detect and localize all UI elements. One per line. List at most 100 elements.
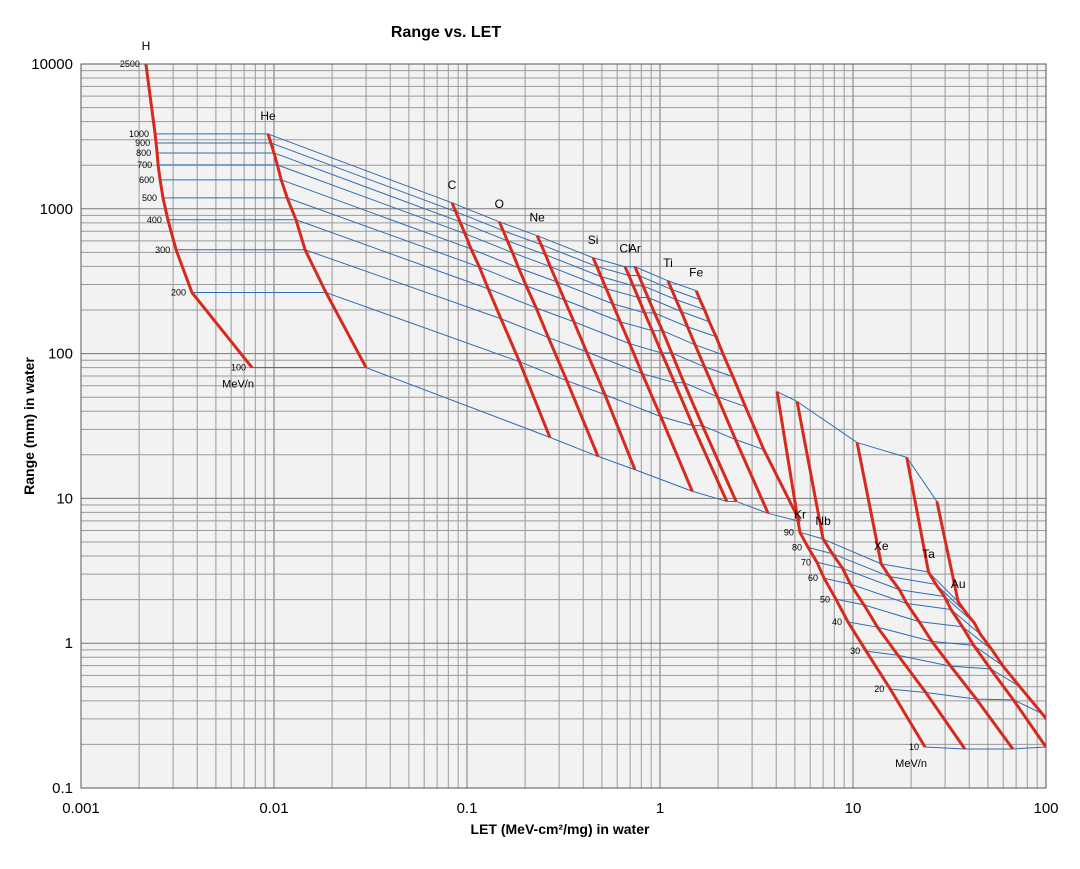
iso-energy-segment: [735, 439, 764, 451]
iso-energy-segment: [535, 307, 575, 323]
ion-curves: [144, 64, 1046, 750]
labels: 0.001 0.01 0.1 1 10 100 0.1 1 10 100 1000 10000 H He C…: [31, 39, 1058, 817]
iso-energy-segment: [647, 297, 682, 313]
iso-energy-segment: [586, 351, 643, 375]
ion-label: Ti: [663, 256, 673, 270]
energy-label: 600: [139, 175, 154, 185]
iso-energy-segment: [717, 396, 746, 408]
iso-energy-segment: [847, 621, 878, 628]
iso-energy-segment: [519, 361, 568, 382]
iso-energy-segment: [597, 455, 636, 471]
ion-label: C: [448, 178, 457, 192]
ion-label: Ne: [530, 211, 546, 225]
ion-curve: [633, 266, 738, 503]
iso-energy-segment: [799, 531, 824, 540]
iso-energy-segment: [273, 152, 461, 223]
energy-label: 50: [820, 594, 830, 604]
iso-energy-segment: [470, 248, 519, 269]
iso-energy-segment: [681, 311, 710, 323]
iso-energy-segment: [660, 416, 693, 427]
iso-energy-segment: [1013, 699, 1043, 714]
iso-energy-segment: [796, 401, 858, 443]
iso-energy-segment: [950, 665, 991, 670]
iso-energy-segment: [564, 299, 621, 323]
iso-energy-segment: [906, 457, 938, 502]
ion-curve: [855, 442, 1015, 750]
iso-energy-segment: [890, 688, 926, 693]
iso-energy-segment: [1045, 746, 1046, 748]
x-tick-label: 0.01: [259, 800, 288, 817]
iso-energy-segment: [536, 235, 594, 259]
energy-label: 70: [801, 557, 811, 567]
energy-label: 1000: [129, 129, 149, 139]
ion-label: Ta: [922, 547, 935, 561]
iso-energy-segment: [990, 668, 1020, 687]
ion-curve: [775, 391, 927, 748]
iso-energy-segment: [899, 589, 945, 598]
iso-energy-segment: [925, 691, 977, 700]
ion-curve: [266, 133, 368, 369]
iso-energy-segment: [842, 567, 900, 591]
energy-label: 20: [874, 684, 884, 694]
iso-energy-segment: [451, 202, 500, 223]
iso-energy-segment: [455, 211, 504, 232]
ion-curve: [935, 501, 1046, 722]
iso-energy-segment: [604, 394, 662, 418]
iso-energy-segment: [550, 266, 607, 290]
iso-energy-segment: [612, 303, 645, 314]
ion-label: Au: [951, 577, 966, 591]
y-tick-label: 100: [48, 346, 73, 363]
iso-energy-segment: [638, 275, 672, 290]
iso-energy-segment: [304, 249, 502, 320]
iso-energy-segment: [654, 312, 688, 328]
iso-energy-segment: [503, 230, 542, 246]
iso-energy-segment: [735, 500, 769, 514]
iso-energy-segment: [866, 650, 899, 656]
iso-energy-segment: [281, 179, 472, 250]
iso-energy-segment: [545, 254, 602, 278]
iso-energy-segment: [832, 553, 890, 578]
iso-energy-segment: [692, 490, 727, 502]
energy-label: 10: [909, 742, 919, 752]
energy-unit-label: MeV/n: [222, 379, 254, 391]
iso-energy-segment: [924, 746, 965, 750]
iso-energy-segment: [906, 603, 952, 610]
y-tick-label: 1: [65, 635, 73, 652]
iso-energy-segment: [816, 561, 843, 569]
iso-energy-segment: [702, 425, 736, 440]
iso-energy-segment: [540, 244, 598, 268]
iso-energy-segment: [687, 326, 717, 338]
iso-energy-segment: [767, 512, 801, 522]
iso-energy-segment: [928, 571, 959, 603]
energy-label: 40: [832, 617, 842, 627]
iso-energy-segment: [566, 380, 606, 396]
ion-label: H: [142, 39, 151, 53]
iso-energy-segment: [325, 292, 520, 363]
iso-energy-segment: [807, 546, 833, 555]
y-tick-label: 10000: [31, 56, 73, 73]
energy-label: 30: [850, 646, 860, 656]
iso-energy-segment: [671, 289, 701, 301]
iso-energy-segment: [499, 221, 538, 237]
iso-energy-segment: [675, 299, 705, 311]
iso-energy-segment: [642, 285, 677, 301]
iso-energy-segment: [526, 285, 565, 301]
iso-energy-segment: [286, 197, 480, 268]
ion-label: Ar: [629, 242, 641, 256]
ion-curve: [694, 290, 802, 523]
iso-energy-segment: [507, 240, 546, 256]
iso-energy-segment: [694, 344, 724, 356]
x-tick-label: 1: [656, 800, 664, 817]
iso-energy-segment: [573, 321, 630, 345]
iso-energy-segment: [479, 266, 527, 287]
ion-label: Si: [588, 233, 599, 247]
ion-curve: [144, 64, 254, 369]
x-tick-label: 0.001: [62, 800, 100, 817]
iso-energy-segment: [549, 436, 599, 457]
iso-energy-segment: [365, 367, 551, 438]
energy-label: 500: [142, 193, 157, 203]
energy-label: 100: [231, 363, 246, 373]
grid: [80, 63, 1047, 789]
iso-energy-segment: [931, 640, 974, 646]
